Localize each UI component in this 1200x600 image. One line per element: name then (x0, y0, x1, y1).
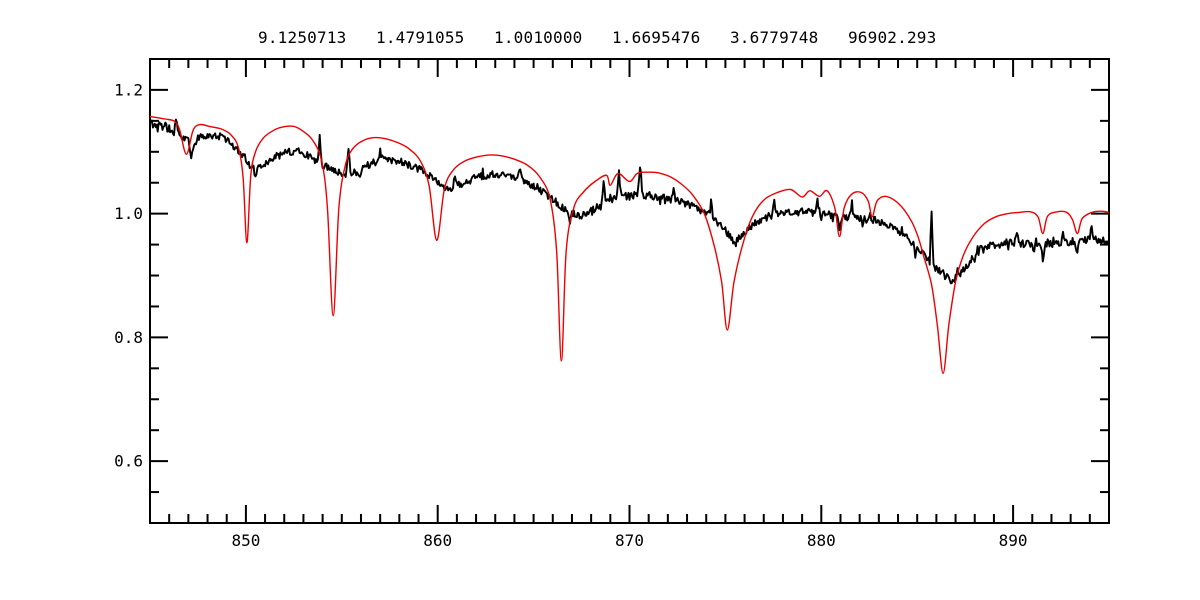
y-tick-label: 1.2 (114, 80, 143, 99)
y-tick-label: 0.8 (114, 328, 143, 347)
y-tick-label: 1.0 (114, 204, 143, 223)
fit-parameters-title: 9.1250713 1.4791055 1.0010000 1.6695476 … (258, 28, 937, 47)
x-tick-label: 890 (999, 531, 1028, 550)
plot-box (149, 58, 1110, 524)
x-tick-label: 880 (807, 531, 836, 550)
model-spectrum-line (149, 115, 1110, 374)
x-tick-label: 850 (231, 531, 260, 550)
observed-spectrum-line (149, 118, 1110, 285)
x-axis-ticks (168, 59, 1091, 523)
y-tick-label: 0.6 (114, 452, 143, 471)
x-tick-label: 860 (423, 531, 452, 550)
x-tick-label: 870 (615, 531, 644, 550)
y-tick-labels: 0.6 0.8 1.0 1.2 (114, 80, 143, 470)
x-tick-labels: 850 860 870 880 890 (231, 531, 1027, 550)
